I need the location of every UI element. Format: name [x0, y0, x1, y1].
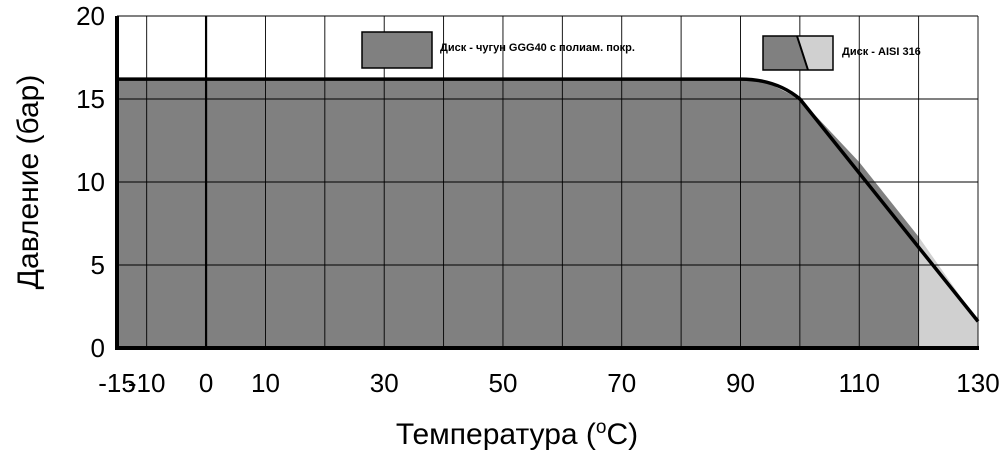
legend-swatch-aisi316-border — [762, 35, 834, 71]
x-tick-label: 10 — [251, 368, 280, 398]
x-tick-label: 110 — [839, 368, 880, 398]
x-axis-title: Температура (oC) — [396, 417, 638, 450]
legend-swatch-cast-iron — [361, 31, 433, 69]
x-axis-title-superscript: o — [596, 417, 607, 438]
y-tick-label: 15 — [76, 84, 105, 114]
y-tick-label: 10 — [76, 167, 105, 197]
area-fill-aisi316 — [918, 236, 978, 348]
legend-item-cast-iron: Диск - чугун GGG40 с полиам. покр. — [361, 31, 635, 69]
x-tick-label: 30 — [370, 368, 399, 398]
x-axis-title-unit: C) — [606, 418, 638, 450]
y-axis-title: Давление (бар) — [12, 75, 45, 290]
legend-label-cast-iron: Диск - чугун GGG40 с полиам. покр. — [440, 42, 635, 54]
axes — [115, 16, 979, 350]
legend-item-aisi316: Диск - AISI 316 — [762, 35, 921, 71]
y-tick-label: 0 — [91, 333, 105, 363]
tick-labels: -15-10 0 10 30 50 70 90 110 130 0 5 10 15 20 — [76, 1, 1000, 398]
legend-swatch-divider — [796, 35, 809, 71]
x-tick-label: -15 — [98, 368, 136, 398]
x-tick-label: 50 — [489, 368, 518, 398]
x-tick-label: 130 — [956, 368, 999, 398]
x-tick-label: -10 — [128, 368, 166, 398]
x-tick-label: 70 — [607, 368, 636, 398]
y-tick-label: 20 — [76, 1, 105, 31]
area-fill-cast-iron — [117, 79, 919, 348]
x-tick-label: 0 — [199, 368, 213, 398]
x-axis-title-main: Температура ( — [396, 418, 596, 450]
boundary-line — [117, 77, 980, 323]
area-fills — [117, 79, 978, 348]
legend-swatch-aisi316-dark — [763, 36, 808, 70]
y-tick-label: 5 — [91, 250, 105, 280]
boundary-curve — [117, 77, 980, 323]
x-tick-label: 90 — [726, 368, 755, 398]
legend-label-aisi316: Диск - AISI 316 — [842, 46, 921, 58]
